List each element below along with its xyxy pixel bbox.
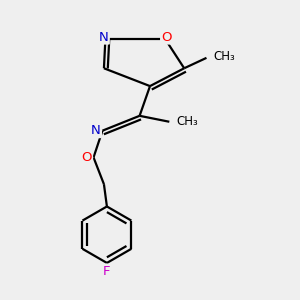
Text: N: N <box>99 31 109 44</box>
Text: CH₃: CH₃ <box>177 115 199 128</box>
Text: F: F <box>103 265 111 278</box>
Text: O: O <box>82 151 92 164</box>
Text: N: N <box>91 124 101 137</box>
Text: CH₃: CH₃ <box>213 50 235 63</box>
Text: O: O <box>161 31 172 44</box>
